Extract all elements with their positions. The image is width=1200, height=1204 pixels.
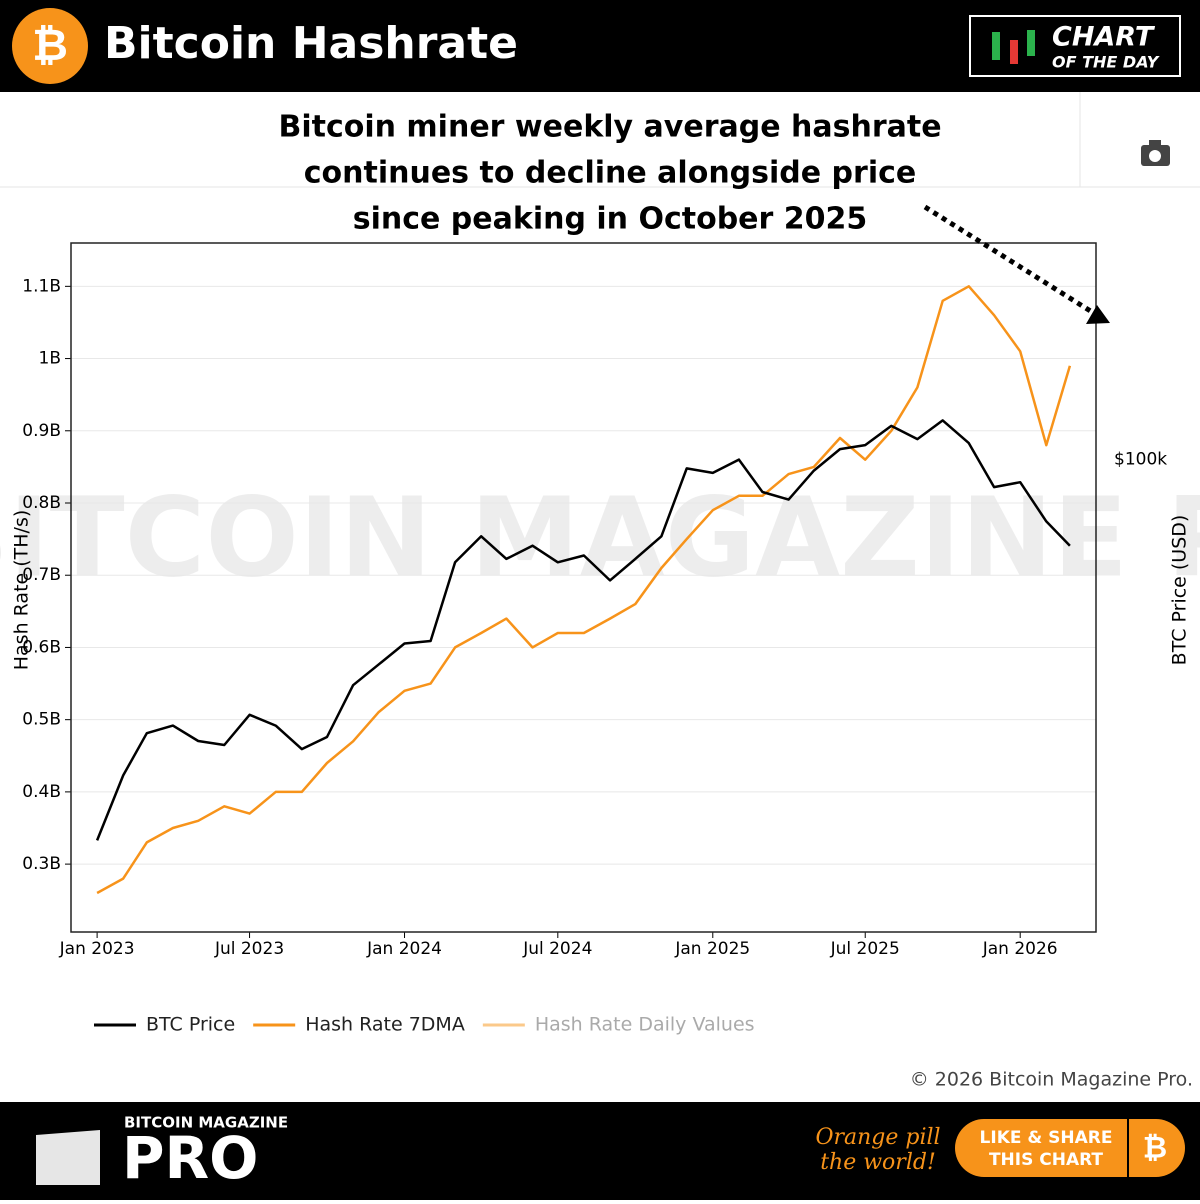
x-tick-label: Jan 2023 bbox=[59, 939, 135, 959]
x-tick-label: Jan 2024 bbox=[366, 939, 442, 959]
header-title: Bitcoin Hashrate bbox=[104, 18, 518, 69]
camera-lens[interactable] bbox=[1149, 150, 1161, 162]
annotation: Bitcoin miner weekly average hashrate bbox=[278, 110, 941, 145]
x-tick-label: Jul 2023 bbox=[214, 939, 284, 959]
badge-top: CHART bbox=[1052, 22, 1156, 53]
slogan: Orange pill bbox=[815, 1125, 940, 1150]
plot-frame bbox=[70, 242, 1097, 933]
x-tick-label: Jan 2026 bbox=[982, 939, 1058, 959]
slogan: the world! bbox=[820, 1150, 936, 1175]
y-tick-label: 0.9B bbox=[22, 421, 61, 441]
series-line bbox=[95, 419, 1071, 841]
camera-icon[interactable] bbox=[1141, 140, 1170, 166]
legend: BTC Price Hash Rate 7DMA Hash Rate Daily V… bbox=[94, 1014, 755, 1036]
watermark: BITCOIN MAGAZINE PRO bbox=[0, 473, 1200, 601]
y-tick-label: 0.8B bbox=[22, 493, 61, 513]
x-tick-label: Jul 2024 bbox=[522, 939, 592, 959]
series-line bbox=[96, 285, 1072, 895]
camera-top[interactable] bbox=[1149, 140, 1161, 146]
y2-axis-label: BTC Price (USD) bbox=[1169, 515, 1191, 666]
logo-bars bbox=[36, 1130, 100, 1185]
button-text[interactable]: THIS CHART bbox=[989, 1150, 1103, 1170]
y2-tick-label: $100k bbox=[1114, 450, 1167, 470]
candle bbox=[1027, 30, 1035, 56]
candle bbox=[992, 32, 1000, 60]
annotation: since peaking in October 2025 bbox=[353, 202, 868, 237]
candle bbox=[1010, 40, 1018, 64]
badge bbox=[969, 15, 1181, 77]
footer-brand-top: BITCOIN MAGAZINE bbox=[124, 1114, 288, 1132]
legend-label: Hash Rate Daily Values bbox=[535, 1014, 755, 1036]
y-tick-label: 0.7B bbox=[22, 565, 61, 585]
badge-bottom: OF THE DAY bbox=[1052, 53, 1160, 72]
y-tick-label: 0.5B bbox=[22, 710, 61, 730]
y-tick-label: 0.3B bbox=[22, 854, 61, 874]
arrow-head bbox=[1086, 305, 1110, 324]
annotation: continues to decline alongside price bbox=[304, 156, 917, 191]
bitcoin-logo bbox=[12, 8, 88, 84]
footer-logo-bars bbox=[36, 1130, 100, 1185]
x-tick-label: Jan 2025 bbox=[674, 939, 750, 959]
button-icon[interactable]: ₿ bbox=[1143, 1131, 1167, 1166]
share-button[interactable]: LIKE & SHARE THIS CHART ₿ bbox=[955, 1119, 1185, 1177]
legend-label: BTC Price bbox=[146, 1014, 235, 1036]
y-tick-label: 0.4B bbox=[22, 782, 61, 802]
y-tick-label: 1.1B bbox=[22, 276, 61, 296]
x-tick-label: Jul 2025 bbox=[830, 939, 900, 959]
plot: 0.3B 0.4B 0.5B 0.6B 0.7B 0.8B 0.9B 1B 1.1B $100k J… bbox=[22, 242, 1167, 959]
y-tick-label: 0.6B bbox=[22, 637, 61, 657]
copyright: © 2026 Bitcoin Magazine Pro. bbox=[910, 1069, 1193, 1091]
footer-brand: PRO bbox=[122, 1124, 258, 1192]
y-tick-label: 1B bbox=[39, 349, 61, 369]
bitcoin-symbol: ₿ bbox=[32, 20, 68, 71]
annotation-arrow bbox=[923, 204, 1094, 315]
legend-label: Hash Rate 7DMA bbox=[305, 1014, 465, 1036]
button-text[interactable]: LIKE & SHARE bbox=[980, 1128, 1113, 1148]
y-axis-label: Hash Rate (TH/s) bbox=[11, 510, 33, 671]
